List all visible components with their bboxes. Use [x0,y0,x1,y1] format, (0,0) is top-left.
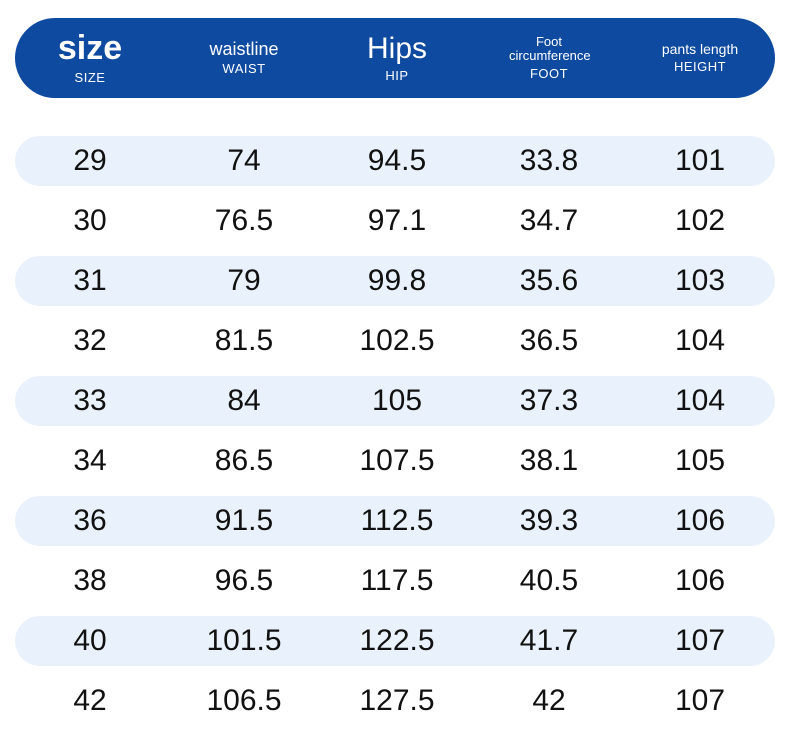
table-cell: 86.5 [214,444,274,477]
table-cell: 34 [73,444,107,477]
table-cell: 35.6 [519,264,579,297]
column-title: waistline [209,38,279,59]
header-column: waistline WAIST [179,18,309,98]
column-title: size [57,29,123,68]
table-cell: 38 [73,564,107,597]
header-bar: size SIZE waistline WAIST Hips HIP Foot circum… [15,18,775,98]
table-cell: 40.5 [519,564,579,597]
table-cell: 117.5 [360,564,434,597]
table-cell: 102 [674,204,726,237]
table-cell: 96.5 [214,564,274,597]
table-cell: 42 [532,684,566,717]
table-cell: 105 [371,384,423,417]
table-cell: 36.5 [519,324,579,357]
table-cell: 33 [73,384,107,417]
table-cell: 81.5 [214,324,274,357]
header-column: Foot circumference FOOT [484,18,614,98]
row-stripe [15,136,775,186]
table-cell: 105 [674,444,726,477]
column-subtitle: HIP [385,67,409,83]
table-cell: 106 [674,504,726,537]
table-cell: 102.5 [359,324,435,357]
table-cell: 99.8 [367,264,427,297]
table-cell: 29 [73,144,107,177]
table-cell: 38.1 [519,444,579,477]
row-stripe [15,616,775,666]
table-cell: 76.5 [214,204,274,237]
column-subtitle: WAIST [222,61,266,77]
header-column: pants length HEIGHT [635,18,765,98]
row-stripe [15,376,775,426]
table-cell: 37.3 [519,384,579,417]
table-cell: 104 [674,384,726,417]
table-cell: 42 [73,684,107,717]
table-cell: 91.5 [214,504,274,537]
table-cell: 107.5 [359,444,435,477]
row-stripe [15,496,775,546]
column-subtitle: SIZE [74,69,106,85]
table-cell: 41.7 [519,624,579,657]
table-cell: 97.1 [367,204,427,237]
table-cell: 112.5 [360,504,434,537]
table-cell: 33.8 [519,144,579,177]
table-cell: 101 [674,144,726,177]
table-cell: 107 [674,624,726,657]
table-cell: 103 [674,264,726,297]
table-cell: 31 [73,264,107,297]
table-cell: 39.3 [519,504,579,537]
column-title: Hips [366,32,427,66]
table-cell: 30 [73,204,107,237]
column-subtitle: HEIGHT [673,59,727,75]
table-cell: 106 [674,564,726,597]
table-cell: 94.5 [367,144,427,177]
header-column: size SIZE [25,18,155,98]
table-cell: 32 [73,324,107,357]
table-cell: 36 [73,504,107,537]
table-cell: 74 [227,144,261,177]
table-cell: 34.7 [519,204,579,237]
table-cell: 84 [227,384,261,417]
column-subtitle: FOOT [529,65,569,81]
header-column: Hips HIP [332,18,462,98]
column-title: pants length [661,40,739,57]
table-cell: 122.5 [359,624,435,657]
column-title: Foot circumference [509,34,591,63]
table-cell: 40 [73,624,107,657]
table-cell: 127.5 [359,684,435,717]
table-cell: 104 [674,324,726,357]
table-cell: 101.5 [206,624,282,657]
table-cell: 107 [674,684,726,717]
table-cell: 106.5 [206,684,282,717]
row-stripe [15,256,775,306]
table-cell: 79 [227,264,261,297]
